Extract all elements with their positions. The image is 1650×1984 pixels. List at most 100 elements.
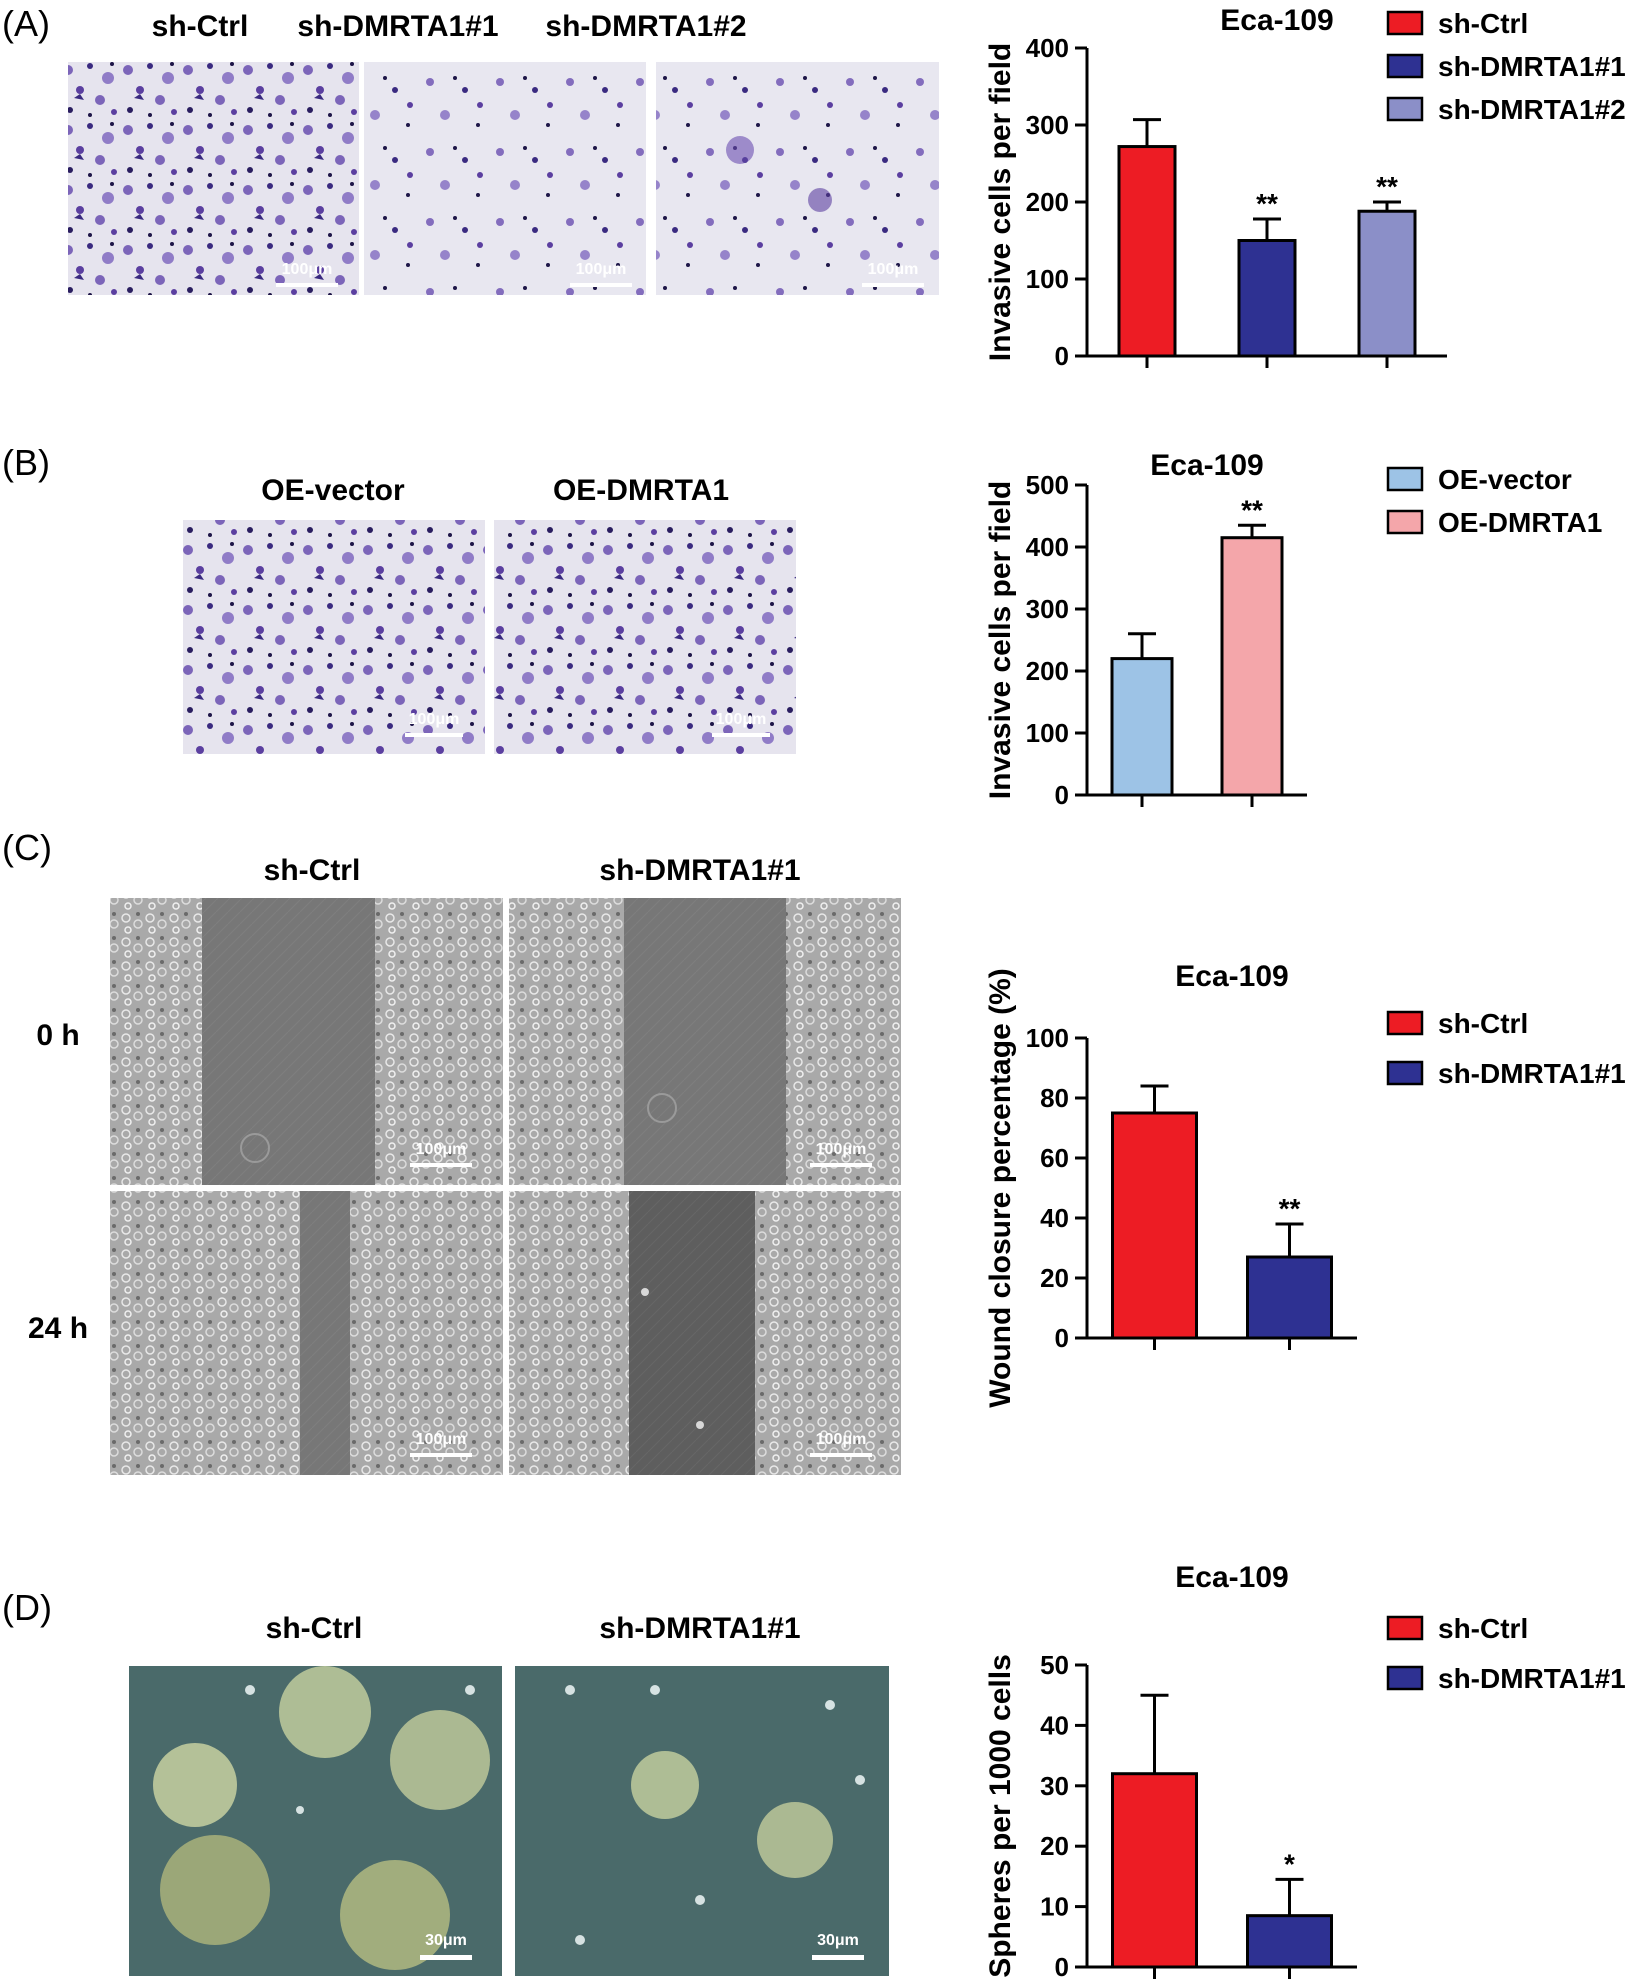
legend-swatch bbox=[1386, 466, 1424, 492]
y-axis-label: Invasive cells per field bbox=[984, 43, 1017, 362]
y-tick-label: 80 bbox=[1040, 1083, 1069, 1113]
scale-bar-label: 100μm bbox=[416, 1431, 467, 1448]
y-tick-label: 500 bbox=[1026, 470, 1069, 500]
legend-label: sh-Ctrl bbox=[1438, 8, 1528, 39]
scale-bar-label: 100μm bbox=[816, 1431, 867, 1448]
y-tick-label: 40 bbox=[1040, 1203, 1069, 1233]
legend-swatch bbox=[1386, 53, 1424, 79]
micrograph: 100μm bbox=[110, 1191, 503, 1475]
legend-swatch bbox=[1386, 1010, 1424, 1036]
scale-bar-label: 100μm bbox=[409, 711, 460, 728]
image-label: sh-DMRTA1#1 bbox=[297, 10, 498, 43]
micrograph: 100μm bbox=[110, 898, 503, 1185]
image-label: sh-DMRTA1#2 bbox=[545, 10, 746, 43]
scale-bar-label: 100μm bbox=[282, 261, 333, 278]
y-tick-label: 300 bbox=[1026, 594, 1069, 624]
bar bbox=[1110, 657, 1174, 797]
legend-swatch bbox=[1386, 509, 1424, 535]
image-label: sh-Ctrl bbox=[264, 854, 361, 887]
y-tick-label: 400 bbox=[1026, 532, 1069, 562]
y-axis-label: Wound closure percentage (%) bbox=[984, 968, 1017, 1408]
scale-bar-label: 30μm bbox=[817, 1932, 859, 1949]
significance-label: * bbox=[1284, 1848, 1295, 1879]
legend-swatch bbox=[1386, 10, 1424, 36]
chart-title: Eca-109 bbox=[1220, 4, 1333, 37]
y-tick-label: 300 bbox=[1026, 110, 1069, 140]
image-label: sh-Ctrl bbox=[152, 10, 249, 43]
y-tick-label: 40 bbox=[1040, 1710, 1069, 1740]
bar bbox=[1111, 1111, 1198, 1340]
image-label: sh-DMRTA1#1 bbox=[599, 1612, 800, 1645]
scale-bar-label: 100μm bbox=[816, 1141, 867, 1158]
legend-label: sh-DMRTA1#1 bbox=[1438, 51, 1626, 82]
panel-label: (B) bbox=[2, 442, 50, 483]
significance-label: ** bbox=[1376, 171, 1398, 202]
micrograph: 100μm bbox=[364, 62, 646, 295]
y-tick-label: 200 bbox=[1026, 656, 1069, 686]
y-tick-label: 30 bbox=[1040, 1771, 1069, 1801]
legend-swatch bbox=[1386, 1665, 1424, 1691]
bar-chart: Eca-109 Wound closure percentage (%) ** 0 20… bbox=[984, 960, 1626, 1408]
image-label: OE-DMRTA1 bbox=[553, 474, 729, 507]
y-tick-label: 100 bbox=[1026, 1023, 1069, 1053]
legend-swatch bbox=[1386, 1060, 1424, 1086]
significance-label: ** bbox=[1279, 1193, 1301, 1224]
row-label: 24 h bbox=[28, 1312, 88, 1345]
legend-label: sh-DMRTA1#1 bbox=[1438, 1663, 1626, 1694]
bar bbox=[1246, 1255, 1333, 1340]
y-tick-label: 20 bbox=[1040, 1831, 1069, 1861]
micrograph: 100μm bbox=[68, 62, 359, 295]
y-tick-label: 10 bbox=[1040, 1892, 1069, 1922]
micrograph: 100μm bbox=[656, 62, 939, 295]
legend-label: sh-Ctrl bbox=[1438, 1008, 1528, 1039]
image-label: OE-vector bbox=[261, 474, 405, 507]
bar-chart: Eca-109 Invasive cells per field ** 0 100 200… bbox=[984, 449, 1602, 810]
micrograph: 30μm bbox=[129, 1666, 502, 1976]
scale-bar-label: 100μm bbox=[868, 261, 919, 278]
bar-chart: Eca-109 Invasive cells per field ** ** 0 100 2… bbox=[984, 4, 1626, 371]
scale-bar-label: 100μm bbox=[716, 711, 767, 728]
scale-bar-label: 100μm bbox=[416, 1141, 467, 1158]
chart-title: Eca-109 bbox=[1150, 449, 1263, 482]
legend-label: sh-Ctrl bbox=[1438, 1613, 1528, 1644]
legend-label: sh-DMRTA1#2 bbox=[1438, 94, 1626, 125]
bar bbox=[1220, 536, 1284, 797]
image-label: sh-DMRTA1#1 bbox=[599, 854, 800, 887]
panel-label: (C) bbox=[2, 827, 52, 868]
panel-label: (A) bbox=[2, 3, 50, 44]
image-label: sh-Ctrl bbox=[266, 1612, 363, 1645]
y-tick-label: 0 bbox=[1055, 341, 1069, 371]
row-label: 0 h bbox=[36, 1019, 79, 1052]
significance-label: ** bbox=[1241, 494, 1263, 525]
bar-chart: Eca-109 Spheres per 1000 cells * 0 10 20 30 40 5… bbox=[984, 1561, 1626, 1982]
micrograph: 30μm bbox=[515, 1666, 889, 1976]
legend-label: sh-DMRTA1#1 bbox=[1438, 1058, 1626, 1089]
y-axis-label: Invasive cells per field bbox=[984, 481, 1017, 800]
scale-bar-label: 100μm bbox=[576, 261, 627, 278]
micrograph: 100μm bbox=[509, 1191, 901, 1475]
panel-c: (C) sh-Ctrl sh-DMRTA1#1 0 h 24 h 100μm 1… bbox=[2, 827, 1626, 1475]
panel-b: (B) OE-vector OE-DMRTA1 100μm 100μm Eca-… bbox=[2, 442, 1602, 810]
scale-bar-label: 30μm bbox=[425, 1932, 467, 1949]
micrograph: 100μm bbox=[494, 520, 796, 754]
y-tick-label: 200 bbox=[1026, 187, 1069, 217]
bar bbox=[1357, 209, 1417, 358]
y-axis-label: Spheres per 1000 cells bbox=[984, 1654, 1017, 1978]
bar bbox=[1246, 1914, 1333, 1969]
y-tick-label: 400 bbox=[1026, 33, 1069, 63]
chart-title: Eca-109 bbox=[1175, 1561, 1288, 1594]
legend-swatch bbox=[1386, 1615, 1424, 1641]
y-tick-label: 0 bbox=[1055, 780, 1069, 810]
y-tick-label: 0 bbox=[1055, 1323, 1069, 1353]
panel-label: (D) bbox=[2, 1587, 52, 1628]
bar bbox=[1237, 239, 1297, 358]
y-tick-label: 100 bbox=[1026, 718, 1069, 748]
y-tick-label: 0 bbox=[1055, 1952, 1069, 1982]
y-tick-label: 100 bbox=[1026, 264, 1069, 294]
y-tick-label: 20 bbox=[1040, 1263, 1069, 1293]
panel-a: (A) sh-Ctrl sh-DMRTA1#1 sh-DMRTA1#2 100μ… bbox=[2, 3, 1626, 371]
bar bbox=[1117, 145, 1177, 358]
y-tick-label: 50 bbox=[1040, 1650, 1069, 1680]
legend-label: OE-vector bbox=[1438, 464, 1572, 495]
significance-label: ** bbox=[1256, 188, 1278, 219]
